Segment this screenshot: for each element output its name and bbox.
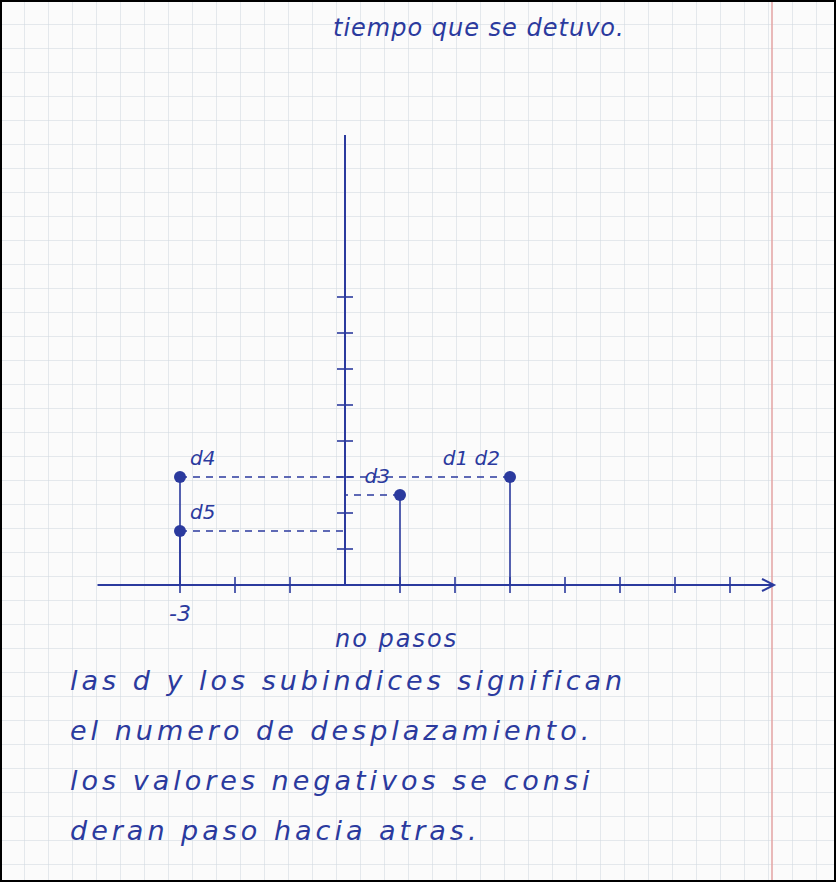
stem xyxy=(179,531,181,585)
x-tick xyxy=(289,577,291,593)
margin-line xyxy=(771,0,773,882)
y-tick xyxy=(337,548,353,550)
note-line: las d y los subindices significan xyxy=(70,665,626,696)
x-tick xyxy=(564,577,566,593)
note-line: el numero de desplazamiento. xyxy=(70,715,593,746)
stem xyxy=(509,477,511,585)
point xyxy=(174,525,186,537)
y-tick xyxy=(337,368,353,370)
stem xyxy=(399,495,401,585)
point-label: d4 xyxy=(190,446,215,470)
point xyxy=(504,471,516,483)
point xyxy=(394,489,406,501)
y-tick xyxy=(337,296,353,298)
dashed-guide xyxy=(345,494,400,496)
x-tick xyxy=(619,577,621,593)
paper xyxy=(0,0,836,882)
x-tick xyxy=(234,577,236,593)
y-tick xyxy=(337,332,353,334)
chart: -3 tiempo que se detuvo. no pasos d1 d2 d3 d4… xyxy=(0,0,836,882)
y-tick xyxy=(337,440,353,442)
note-line: los valores negativos se consi xyxy=(70,765,594,796)
point-label: d1 d2 xyxy=(443,446,500,470)
point xyxy=(174,471,186,483)
x-axis-title: no pasos xyxy=(335,625,458,653)
x-tick xyxy=(729,577,731,593)
dashed-guide xyxy=(180,530,345,532)
x-tick xyxy=(454,577,456,593)
frame xyxy=(1,1,835,881)
dashed-guide xyxy=(180,476,345,478)
x-tick xyxy=(674,577,676,593)
y-axis-title: tiempo que se detuvo. xyxy=(333,14,625,42)
plot-marks xyxy=(174,471,516,585)
x-axis xyxy=(98,584,775,586)
y-axis xyxy=(344,135,346,585)
point-label: d5 xyxy=(190,500,215,524)
point-label: d3 xyxy=(365,464,390,488)
y-tick xyxy=(337,404,353,406)
y-tick xyxy=(337,512,353,514)
paper-grid xyxy=(0,0,836,882)
x-tick-label: -3 xyxy=(169,601,191,626)
note-line: deran paso hacia atras. xyxy=(70,815,481,846)
x-axis-arrow xyxy=(762,579,774,591)
